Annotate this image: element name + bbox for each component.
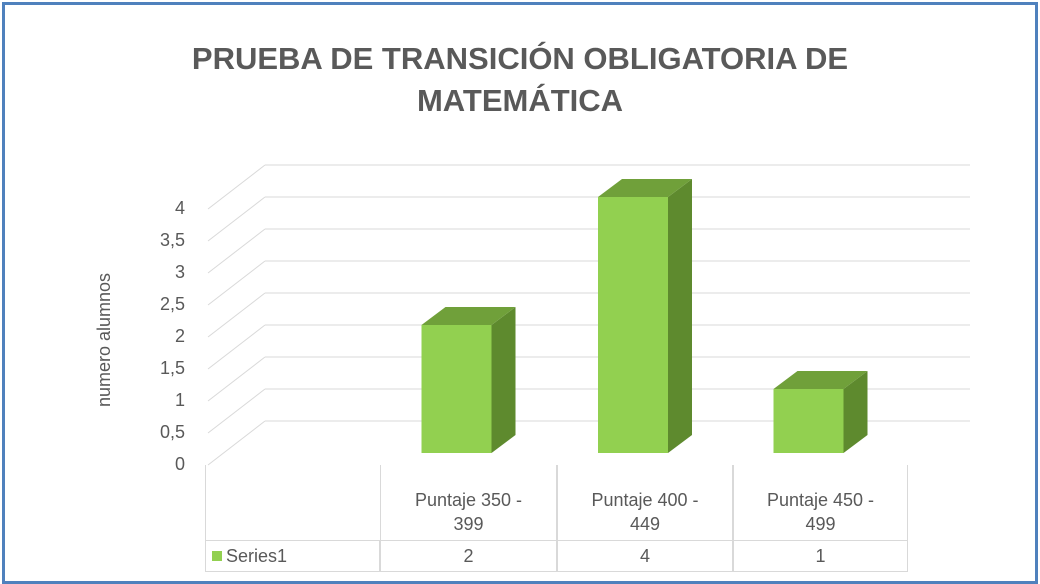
table-cell: Series1 — [205, 540, 380, 572]
y-tick-label: 4 — [175, 198, 185, 218]
y-tick-label: 2 — [175, 326, 185, 346]
grid-line — [207, 292, 266, 338]
chart-title: PRUEBA DE TRANSICIÓN OBLIGATORIA DE MATE… — [191, 41, 849, 118]
x-tick-label: Puntaje 450 - 499 — [733, 465, 908, 540]
y-tick-label: 1,5 — [160, 358, 185, 378]
grid-line — [207, 260, 266, 306]
grid-line — [207, 164, 266, 210]
bar-side — [491, 307, 516, 453]
bar — [421, 325, 492, 453]
data-label: 2 — [380, 540, 557, 572]
bar-side — [843, 371, 868, 453]
y-tick-label: 1 — [175, 390, 185, 410]
table-cell — [205, 465, 206, 540]
grid-line — [207, 324, 266, 370]
y-tick-label: 2,5 — [160, 294, 185, 314]
x-tick-label: Puntaje 350 - 399 — [380, 465, 557, 540]
bar-top — [421, 307, 516, 325]
bar-side — [668, 179, 692, 453]
bar-top — [598, 179, 692, 197]
bar-top — [773, 371, 868, 389]
grid-line — [207, 420, 266, 466]
bar — [598, 197, 668, 453]
legend-swatch — [212, 551, 222, 561]
y-tick-label: 0 — [175, 454, 185, 474]
grid-line — [207, 356, 266, 402]
y-axis-label: numero alumnos — [94, 273, 114, 407]
grid-line — [207, 388, 266, 434]
y-tick-label: 3,5 — [160, 230, 185, 250]
y-tick-label: 0,5 — [160, 422, 185, 442]
bar — [773, 389, 844, 453]
data-label: 1 — [733, 540, 908, 572]
data-label: 4 — [557, 540, 733, 572]
legend-label: Series1 — [226, 546, 288, 566]
x-tick-label: Puntaje 400 - 449 — [557, 465, 733, 540]
grid-line — [207, 228, 266, 274]
grid-line — [207, 196, 266, 242]
y-tick-label: 3 — [175, 262, 185, 282]
